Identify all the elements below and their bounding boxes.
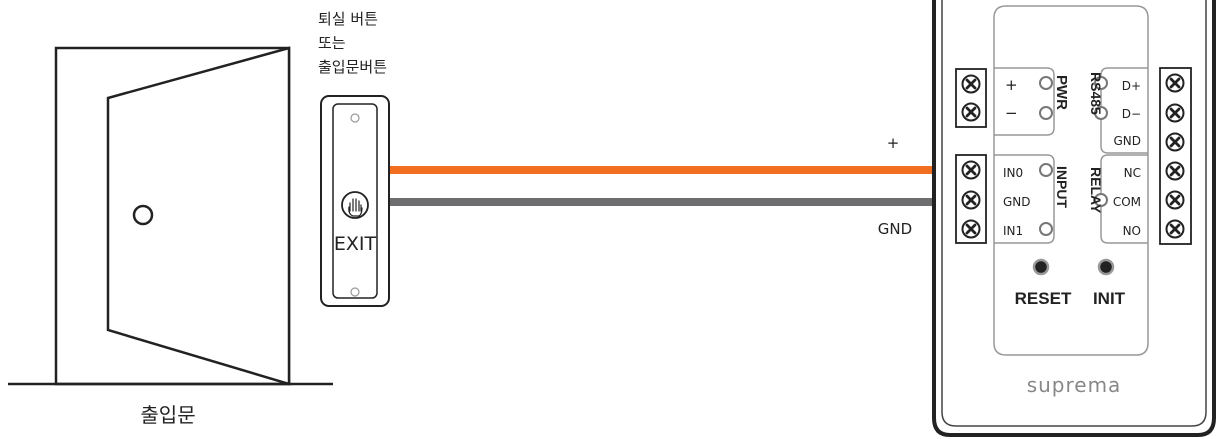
pwr-terminal-minus: − — [1005, 104, 1018, 122]
screw-terminal-icon — [961, 219, 981, 239]
plus-wire-label: + — [887, 134, 900, 152]
rs485-dminus-contact — [1094, 106, 1108, 120]
door-knob — [132, 204, 154, 226]
relay-title: RELAY — [1088, 167, 1104, 214]
exit-button: EXIT — [320, 95, 390, 307]
relay-terminal-no: NO — [1123, 224, 1141, 238]
pwr-terminal-plus: + — [1005, 76, 1018, 94]
pwr-block-outline — [994, 67, 1055, 136]
terminal-strip-right-frame — [1159, 67, 1192, 245]
rs485-title: RS485 — [1088, 72, 1104, 115]
door: 출입문 — [8, 46, 333, 427]
rs485-block: D+ D− GND RS485 — [1088, 67, 1148, 154]
pwr-block: + − PWR — [994, 67, 1070, 136]
reset-label: RESET — [1015, 289, 1072, 308]
screw-terminal-icon — [1165, 132, 1185, 152]
exit-button-screw-bottom — [350, 287, 360, 297]
door-label: 출입문 — [140, 403, 195, 427]
terminal-strip-pwr — [955, 68, 987, 128]
input-block-outline — [994, 154, 1055, 244]
exit-button-screw-top — [350, 113, 360, 123]
screw-terminal-icon — [1165, 190, 1185, 210]
device-inner-body — [941, 0, 1207, 427]
init-label: INIT — [1093, 289, 1126, 308]
device: + − PWR D+ D− GND RS485 IN0 GND IN1 INPU… — [932, 0, 1216, 437]
exit-button-caption-line-1: 퇴실 버튼 — [318, 10, 378, 28]
relay-com-contact — [1094, 193, 1108, 207]
input-title: INPUT — [1054, 166, 1070, 208]
init-hole[interactable] — [1097, 258, 1115, 276]
pwr-title: PWR — [1053, 75, 1070, 110]
terminal-strip-right — [1159, 67, 1192, 245]
screw-terminal-icon — [961, 102, 981, 122]
exit-button-caption-line-2: 또는 — [318, 34, 346, 52]
input-block: IN0 GND IN1 INPUT — [994, 154, 1070, 244]
relay-terminal-nc: NC — [1124, 166, 1141, 180]
input-in1-contact — [1039, 222, 1053, 236]
gnd-wire-label: GND — [878, 220, 912, 238]
screw-terminal-icon — [1165, 103, 1185, 123]
wires: + GND — [380, 134, 945, 238]
relay-terminal-com: COM — [1113, 195, 1141, 209]
pwr-minus-contact — [1039, 106, 1053, 120]
rs485-dplus-contact — [1094, 76, 1108, 90]
rs485-terminal-gnd: GND — [1113, 134, 1141, 148]
screw-terminal-icon — [1165, 161, 1185, 181]
relay-block: NC COM NO RELAY — [1088, 154, 1148, 244]
exit-button-caption: 퇴실 버튼 또는 출입문버튼 — [318, 10, 387, 76]
screw-terminal-icon — [961, 160, 981, 180]
screw-terminal-icon — [961, 190, 981, 210]
exit-button-face — [341, 191, 369, 219]
brand-logo: suprema — [1027, 373, 1122, 397]
exit-button-face-label: EXIT — [334, 233, 377, 255]
input-in0-contact — [1039, 163, 1053, 177]
input-terminal-in1: IN1 — [1003, 224, 1023, 238]
screw-terminal-icon — [961, 74, 981, 94]
door-leaf — [106, 46, 291, 386]
input-terminal-in0: IN0 — [1003, 166, 1023, 180]
rs485-terminal-dminus: D− — [1122, 107, 1141, 121]
pwr-plus-contact — [1039, 76, 1053, 90]
terminal-strip-input — [955, 154, 987, 244]
input-terminal-gnd: GND — [1003, 195, 1031, 209]
device-buttons: RESET INIT — [1015, 258, 1126, 308]
rs485-terminal-dplus: D+ — [1122, 79, 1141, 93]
screw-terminal-icon — [1165, 73, 1185, 93]
exit-button-caption-line-3: 출입문버튼 — [318, 58, 387, 76]
screw-terminal-icon — [1165, 219, 1185, 239]
hand-push-icon — [348, 198, 363, 217]
reset-hole[interactable] — [1032, 258, 1050, 276]
